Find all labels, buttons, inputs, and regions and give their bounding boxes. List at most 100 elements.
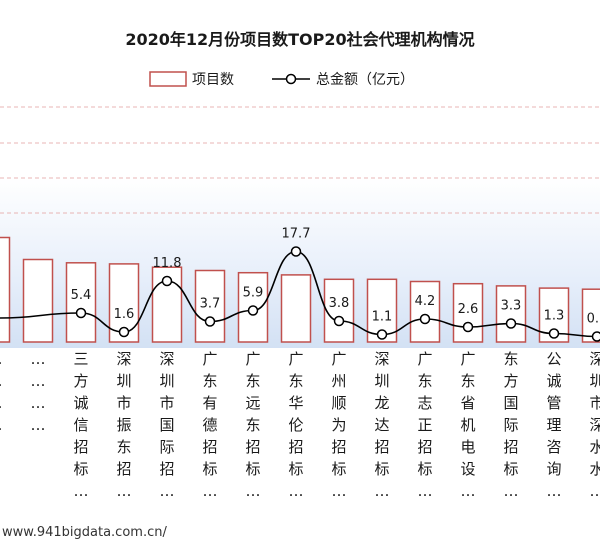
x-tick-label-char: 信 xyxy=(73,416,88,434)
line-point xyxy=(161,275,173,287)
x-tick-label-char: 管 xyxy=(546,394,561,412)
x-tick-label-char: 国 xyxy=(503,394,518,412)
x-tick-label-char: 东 xyxy=(460,372,475,390)
x-tick-label-char: 标 xyxy=(374,460,389,478)
legend-bar-label: 项目数 xyxy=(192,72,234,88)
x-tick-label-char: … xyxy=(504,482,519,500)
x-tick-label-char: 深 xyxy=(374,350,389,368)
x-tick-label-char: 咨 xyxy=(546,438,561,456)
x-tick-label-char: 正 xyxy=(417,416,432,434)
data-label: 1.1 xyxy=(372,310,393,325)
chart-title: 2020年12月份项目数TOP20社会代理机构情况 xyxy=(125,30,474,49)
x-tick-label-char: … xyxy=(289,482,304,500)
x-tick-label-char: … xyxy=(418,482,433,500)
x-tick-label-char: 际 xyxy=(159,438,174,456)
x-tick-label-char: … xyxy=(0,350,3,368)
x-tick-label-char: 东 xyxy=(245,372,260,390)
footer-url: www.941bigdata.com.cn/ xyxy=(2,525,167,540)
x-tick-label-char: 际 xyxy=(503,416,518,434)
data-label: 3.7 xyxy=(200,297,221,312)
x-tick-label-char: 诚 xyxy=(73,394,88,412)
bar xyxy=(0,236,11,343)
x-tick-label-char: 广 xyxy=(331,350,346,368)
data-label: 0.7 xyxy=(587,312,600,327)
x-tick-label-char: 圳 xyxy=(159,372,174,390)
x-tick-label-char: 广 xyxy=(245,350,260,368)
x-tick-label-char: 机 xyxy=(460,416,475,434)
data-label: 4.2 xyxy=(415,294,436,309)
x-tick-label-char: 招 xyxy=(417,438,432,456)
x-tick-label-char: 招 xyxy=(73,438,88,456)
x-tick-label-char: 标 xyxy=(417,460,432,478)
x-tick-label-char: 东 xyxy=(417,372,432,390)
x-tick-label-char: 市 xyxy=(159,394,174,412)
x-tick-label-char: … xyxy=(74,482,89,500)
x-tick-label-char: 州 xyxy=(331,372,346,390)
x-tick-label-char: 东 xyxy=(245,416,260,434)
x-tick-label-char: 东 xyxy=(202,372,217,390)
x-tick-label-char: 深 xyxy=(159,350,174,368)
x-tick-label-char: … xyxy=(590,482,600,500)
x-tick-label-char: 水 xyxy=(589,460,600,478)
x-tick-label-char: 有 xyxy=(202,394,217,412)
data-label: 2.6 xyxy=(458,302,479,317)
line-point xyxy=(333,315,345,327)
bar xyxy=(495,285,527,343)
x-tick-label-char: 设 xyxy=(460,460,475,478)
x-tick-label-char: 深 xyxy=(589,416,600,434)
x-tick-label-char: 深 xyxy=(589,350,600,368)
x-tick-label-char: 广 xyxy=(202,350,217,368)
bar xyxy=(581,288,600,343)
line-point xyxy=(419,313,431,325)
x-tick-label-char: 圳 xyxy=(116,372,131,390)
x-tick-label-char: 省 xyxy=(460,394,475,412)
line-point xyxy=(462,321,474,333)
x-tick-label-char: 顺 xyxy=(331,394,346,412)
x-tick-label-char: 询 xyxy=(546,460,561,478)
line-path xyxy=(0,250,600,338)
x-tick-label-char: 华 xyxy=(288,394,303,412)
bar xyxy=(65,262,97,343)
x-tick-label-char: 东 xyxy=(116,438,131,456)
line-point xyxy=(505,318,517,329)
x-tick-label-char: … xyxy=(547,482,562,500)
x-tick-label-char: 电 xyxy=(460,438,475,456)
x-tick-label-char: 招 xyxy=(116,460,131,478)
x-tick-label-char: 德 xyxy=(202,416,217,434)
x-tick-label-char: … xyxy=(0,372,3,390)
x-tick-label-char: … xyxy=(332,482,347,500)
data-label: 11.8 xyxy=(153,256,182,271)
x-tick-label-char: 圳 xyxy=(589,372,600,390)
x-tick-label-char: 三 xyxy=(73,350,88,368)
x-tick-label-char: … xyxy=(31,416,46,434)
x-tick-label-char: … xyxy=(246,482,261,500)
x-tick-label-char: 招 xyxy=(202,438,217,456)
gridlines xyxy=(0,106,600,214)
x-tick-label-char: 圳 xyxy=(374,372,389,390)
line-point xyxy=(247,305,259,316)
x-tick-label-char: 招 xyxy=(159,460,174,478)
x-tick-label-char: 招 xyxy=(374,438,389,456)
line-point xyxy=(591,331,600,342)
x-tick-label-char: 标 xyxy=(288,460,303,478)
line-point xyxy=(75,307,87,319)
line-point xyxy=(118,326,130,338)
x-tick-label-char: … xyxy=(160,482,175,500)
bar xyxy=(194,269,226,343)
x-tick-label-char: … xyxy=(31,372,46,390)
x-tick-label-char: … xyxy=(461,482,476,500)
data-label: 5.4 xyxy=(71,288,92,303)
x-tick-label-char: … xyxy=(31,394,46,412)
x-tick-label-char: … xyxy=(0,416,3,434)
x-tick-label-char: 诚 xyxy=(546,372,561,390)
x-tick-label-char: 龙 xyxy=(374,394,389,412)
legend-bar-swatch xyxy=(149,71,187,87)
x-tick-label-char: 标 xyxy=(73,460,88,478)
line-series: 5.4 1.6 11.8 3.7 5.9 17.7 3.8 1.1 4.2 2.6 3.3 1.3 0.… xyxy=(0,227,600,342)
x-tick-label-char: 标 xyxy=(202,460,217,478)
x-tick-label-char: 振 xyxy=(116,416,131,434)
x-tick-label-char: 招 xyxy=(245,438,260,456)
x-tick-label-char: … xyxy=(203,482,218,500)
